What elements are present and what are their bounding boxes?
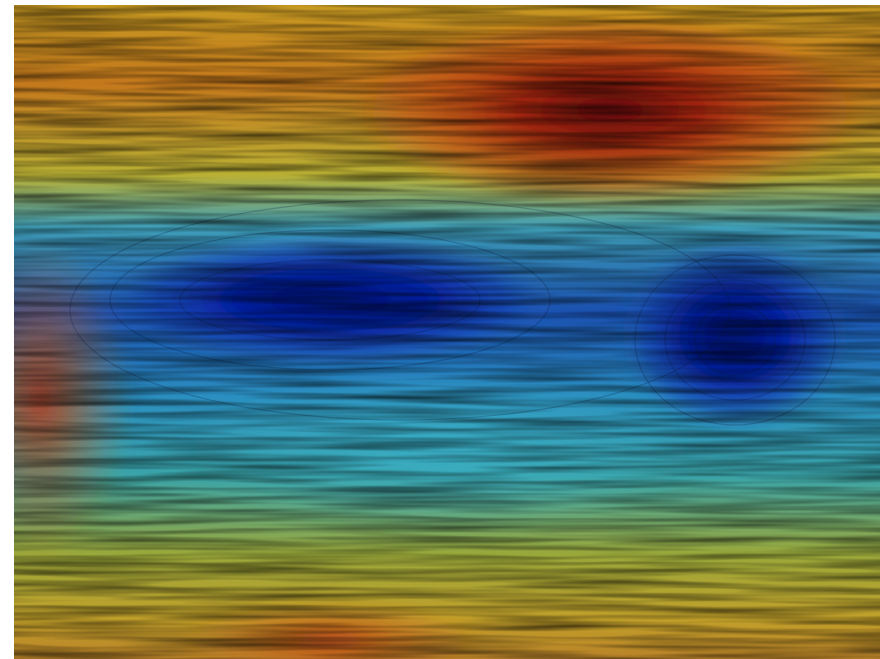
image-area [0,5,880,659]
flow-texture [14,5,880,659]
page [0,0,880,659]
flow-visualization [0,0,880,659]
